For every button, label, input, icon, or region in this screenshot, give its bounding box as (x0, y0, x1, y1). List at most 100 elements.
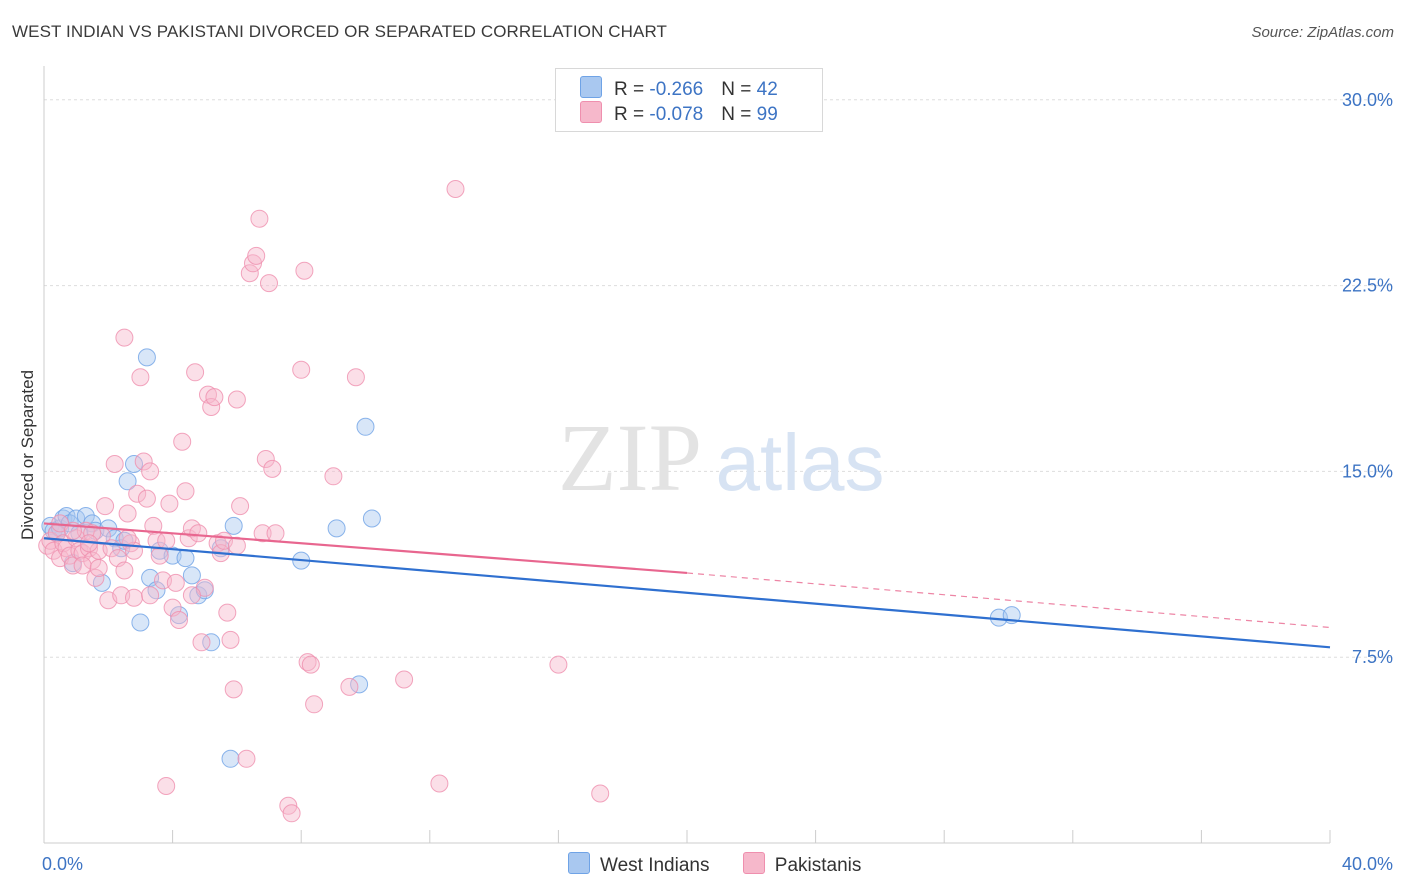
pakistanis-point (118, 504, 137, 523)
pakistanis-point (83, 551, 102, 570)
pakistanis-point (186, 363, 205, 382)
pakistanis-point (141, 586, 160, 605)
pakistanis-point (192, 633, 211, 652)
pakistanis-point (430, 774, 449, 793)
pakistanis-point (86, 568, 105, 587)
pakistanis-point (115, 561, 134, 580)
legend-n-value: 99 (756, 104, 778, 125)
pakistanis-point (340, 677, 359, 696)
pakistanis-point (256, 450, 275, 468)
trend-lines (43, 522, 1331, 649)
pakistanis-point (166, 573, 185, 592)
pakistanis-point (247, 246, 266, 265)
x-tick-label: 40.0% (1342, 854, 1393, 874)
pakistanis-point (189, 524, 208, 543)
west-indians-point (327, 519, 346, 538)
pakistanis-point (144, 516, 163, 535)
pakistanis-point (549, 655, 568, 674)
x-tick-label: 0.0% (42, 854, 83, 874)
pakistanis-point (301, 655, 320, 674)
legend-swatch (568, 852, 590, 874)
legend-label: Pakistanis (774, 855, 862, 876)
pakistanis-point (160, 494, 179, 513)
legend-n-label: N = (721, 79, 757, 100)
pakistanis-point (224, 680, 243, 699)
pakistanis-point (346, 368, 365, 387)
pakistanis-point (134, 452, 153, 471)
legend-r-label: R = (614, 104, 650, 125)
pakistanis-point (125, 588, 143, 607)
legend-r-value: -0.266 (649, 79, 704, 100)
watermark: ZIP atlas (558, 404, 884, 511)
y-tick-label: 22.5% (1342, 276, 1393, 296)
stats-legend: R = -0.266 N = 42 R = -0.078 N = 99 (555, 68, 823, 132)
pakistanis-point (295, 261, 314, 280)
west-indians-point (182, 566, 201, 585)
west-indians-trend-line (43, 537, 1331, 649)
pakistanis-point (292, 360, 311, 379)
pakistanis-point (263, 459, 282, 478)
legend-item-pakistanis: Pakistanis (742, 852, 862, 877)
pakistanis-point (137, 489, 156, 508)
pakistanis-point (266, 524, 285, 543)
pakistanis-point (446, 180, 465, 198)
legend-label: West Indians (600, 855, 710, 876)
pakistanis-trend-extension (686, 572, 1331, 629)
legend-swatch (742, 852, 765, 874)
watermark-atlas: atlas (716, 418, 885, 507)
pakistanis-point (253, 524, 272, 543)
y-tick-label: 30.0% (1342, 90, 1393, 110)
gridlines (44, 99, 1392, 658)
pakistanis-point (298, 653, 317, 672)
pakistanis-point (240, 264, 259, 283)
legend-n-label: N = (721, 104, 757, 125)
west-indians-point (224, 516, 243, 535)
pakistanis-point (237, 749, 256, 768)
axes (43, 66, 1331, 844)
west-indians-point (170, 606, 188, 625)
legend-row-pakistanis: R = -0.078 N = 99 (580, 101, 778, 125)
pakistanis-trend-line (43, 522, 688, 575)
west-indians-point (76, 507, 95, 525)
y-axis-label: Divorced or Separated (18, 370, 37, 540)
pakistanis-point (157, 531, 176, 550)
legend-n-value: 42 (756, 79, 778, 100)
watermark-zip: ZIP (558, 404, 702, 511)
pakistanis-point (282, 804, 301, 823)
pakistanis-point (115, 328, 134, 347)
pakistanis-point (141, 462, 160, 481)
pakistanis-point (73, 556, 92, 575)
pakistanis-point (324, 467, 343, 486)
source-label: Source: ZipAtlas.com (1251, 24, 1394, 41)
west-indians-point (202, 633, 221, 652)
pakistanis-point (105, 455, 124, 473)
pakistanis-point (176, 482, 195, 501)
pakistanis-point (205, 388, 224, 407)
pakistanis-point (131, 368, 150, 387)
legend-r-value: -0.078 (649, 104, 704, 125)
west-indians-point (362, 509, 381, 528)
pakistanis-point (305, 695, 324, 714)
legend-item-west-indians: West Indians (568, 852, 709, 877)
series-legend: West Indians Pakistanis (568, 852, 889, 877)
west-indians-point (137, 348, 156, 367)
pakistanis-point (260, 274, 278, 293)
legend-swatch-pakistanis (580, 101, 602, 123)
pakistanis-point (221, 630, 240, 649)
pakistanis-point (157, 777, 176, 795)
pakistanis-point (218, 603, 237, 622)
pakistanis-point (63, 556, 82, 575)
y-tick-label: 7.5% (1352, 647, 1393, 667)
pakistanis-point (96, 497, 115, 516)
pakistanis-point (202, 398, 221, 416)
legend-row-west-indians: R = -0.266 N = 42 (580, 76, 778, 100)
west-indians-point (176, 549, 195, 568)
west-indians-point (356, 417, 375, 436)
west-indians-point (221, 749, 240, 768)
pakistanis-point (231, 497, 250, 516)
chart-title: WEST INDIAN VS PAKISTANI DIVORCED OR SEP… (12, 22, 668, 41)
pakistanis-point (395, 670, 414, 689)
legend-r-label: R = (614, 79, 650, 100)
pakistanis-point (182, 586, 201, 605)
